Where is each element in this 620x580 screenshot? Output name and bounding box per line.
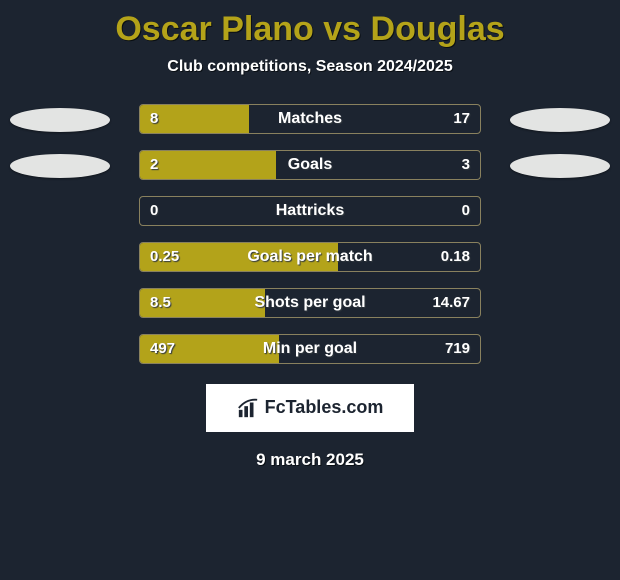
- player1-badge: [10, 154, 110, 178]
- stat-bar: 497719Min per goal: [139, 334, 481, 364]
- stat-row: 8.514.67Shots per goal: [0, 280, 620, 326]
- stat-bar: 8.514.67Shots per goal: [139, 288, 481, 318]
- bars-icon: [237, 397, 259, 419]
- site-badge-text: FcTables.com: [265, 397, 384, 418]
- vs-text: vs: [323, 10, 361, 48]
- player1-name: Oscar Plano: [115, 10, 313, 48]
- stat-row: 23Goals: [0, 142, 620, 188]
- stats-rows: 817Matches 23Goals 00Hattricks 0.250.18Goal…: [0, 96, 620, 372]
- stat-row: 00Hattricks: [0, 188, 620, 234]
- stat-bar: 23Goals: [139, 150, 481, 180]
- page-title: Oscar Plano vs Douglas: [0, 5, 620, 52]
- stat-row: 497719Min per goal: [0, 326, 620, 372]
- stat-bar: 0.250.18Goals per match: [139, 242, 481, 272]
- stat-label: Goals: [140, 151, 480, 179]
- site-badge: FcTables.com: [206, 384, 414, 432]
- date-text: 9 march 2025: [0, 450, 620, 470]
- player1-badge: [10, 108, 110, 132]
- subtitle: Club competitions, Season 2024/2025: [0, 58, 620, 76]
- player2-badge: [510, 154, 610, 178]
- player2-badge: [510, 108, 610, 132]
- stat-bar: 00Hattricks: [139, 196, 481, 226]
- player2-name: Douglas: [371, 10, 505, 48]
- stat-label: Goals per match: [140, 243, 480, 271]
- stat-bar: 817Matches: [139, 104, 481, 134]
- stat-row: 0.250.18Goals per match: [0, 234, 620, 280]
- stat-label: Hattricks: [140, 197, 480, 225]
- stat-row: 817Matches: [0, 96, 620, 142]
- stat-label: Matches: [140, 105, 480, 133]
- stat-label: Min per goal: [140, 335, 480, 363]
- stat-label: Shots per goal: [140, 289, 480, 317]
- comparison-infographic: Oscar Plano vs Douglas Club competitions…: [0, 0, 620, 580]
